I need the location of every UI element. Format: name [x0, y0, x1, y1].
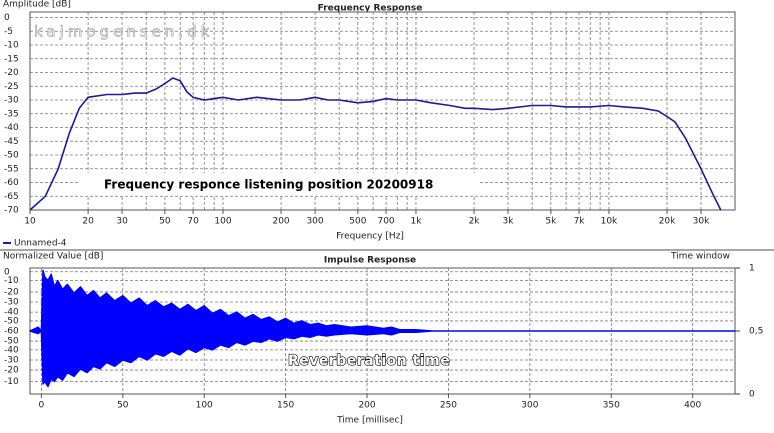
y-tick-label: -30: [4, 298, 19, 308]
y-tick-label: -65: [4, 192, 19, 202]
x-tick-label: 5k: [545, 217, 557, 227]
annotation: Reverberation time: [288, 353, 450, 369]
y-tick-label: -30: [4, 355, 19, 365]
x-tick-label: 1k: [410, 217, 422, 227]
y-tick-label: -50: [4, 151, 19, 161]
x-tick-label: 20k: [659, 217, 676, 227]
y-tick-label: -40: [4, 308, 19, 318]
y-tick-label: -20: [4, 68, 19, 78]
x-tick-label: 200: [358, 401, 375, 411]
x-tick-label: 700: [377, 217, 394, 227]
x-axis-label: Frequency [Hz]: [336, 232, 404, 242]
chart-title: Frequency Response: [318, 4, 423, 14]
y-tick-label: -15: [4, 54, 19, 64]
annotation: Frequency responce listening position 20…: [104, 178, 433, 192]
y-tick-label: -55: [4, 164, 19, 174]
x-tick-label: 10k: [601, 217, 618, 227]
x-tick-label: 300: [306, 217, 323, 227]
x-tick-label: 100: [196, 401, 213, 411]
corner-label: Time window: [670, 252, 730, 262]
y-tick-label: 0: [4, 13, 10, 23]
x-tick-label: 350: [603, 401, 620, 411]
plot-frame: [29, 11, 736, 211]
x-tick-label: 3k: [503, 217, 515, 227]
x-tick-label: 50: [159, 217, 171, 227]
x-tick-label: 30: [116, 217, 128, 227]
y-tick-label: -20: [4, 287, 19, 297]
x-tick-label: 0: [39, 401, 45, 411]
x-tick-label: 70: [187, 217, 199, 227]
y-tick-label: -20: [4, 366, 19, 376]
x-tick-label: 200: [272, 217, 289, 227]
x-tick-label: 2k: [469, 217, 481, 227]
impulse-area: [29, 269, 736, 388]
y2-tick-label: 0,5: [749, 327, 763, 337]
y-tick-label: -60: [4, 178, 19, 188]
y-tick-label: -45: [4, 137, 19, 147]
y-tick-label: -25: [4, 82, 19, 92]
legend-entry: Unnamed-4: [14, 239, 67, 249]
x-tick-label: 400: [684, 401, 701, 411]
y-axis-label: Normalized Value [dB]: [3, 252, 103, 262]
x-tick-label: 20: [82, 217, 94, 227]
x-axis-label: Time [millisec]: [336, 416, 403, 426]
y-tick-label: -50: [4, 337, 19, 347]
x-tick-label: 150: [277, 401, 294, 411]
y-tick-label: -40: [4, 345, 19, 355]
y2-tick-label: 0: [749, 390, 755, 400]
y-tick-label: -10: [4, 41, 19, 51]
y-tick-label: -50: [4, 316, 19, 326]
y2-tick-label: 1: [749, 264, 755, 274]
x-tick-label: 7k: [574, 217, 586, 227]
y-tick-label: -5: [4, 27, 13, 37]
y-tick-label: -70: [4, 206, 19, 216]
y-tick-label: -10: [4, 276, 19, 286]
x-tick-label: 300: [521, 401, 538, 411]
x-tick-label: 250: [440, 401, 457, 411]
x-tick-label: 10: [24, 217, 36, 227]
y-axis-label: Amplitude [dB]: [3, 0, 71, 10]
data-line: [29, 77, 722, 211]
y-tick-label: -30: [4, 96, 19, 106]
x-tick-label: 500: [349, 217, 366, 227]
x-tick-label: 50: [117, 401, 129, 411]
y-tick-label: -40: [4, 123, 19, 133]
y-tick-label: -60: [4, 327, 19, 337]
chart-title: Impulse Response: [324, 256, 416, 266]
annotation-box: [80, 173, 480, 195]
y-tick-label: -35: [4, 109, 19, 119]
watermark: kajmogensen.dk: [34, 23, 213, 41]
y-tick-label: 0: [4, 267, 10, 277]
x-tick-label: 100: [214, 217, 231, 227]
y-tick-label: -10: [4, 377, 19, 387]
x-tick-label: 30k: [693, 217, 710, 227]
